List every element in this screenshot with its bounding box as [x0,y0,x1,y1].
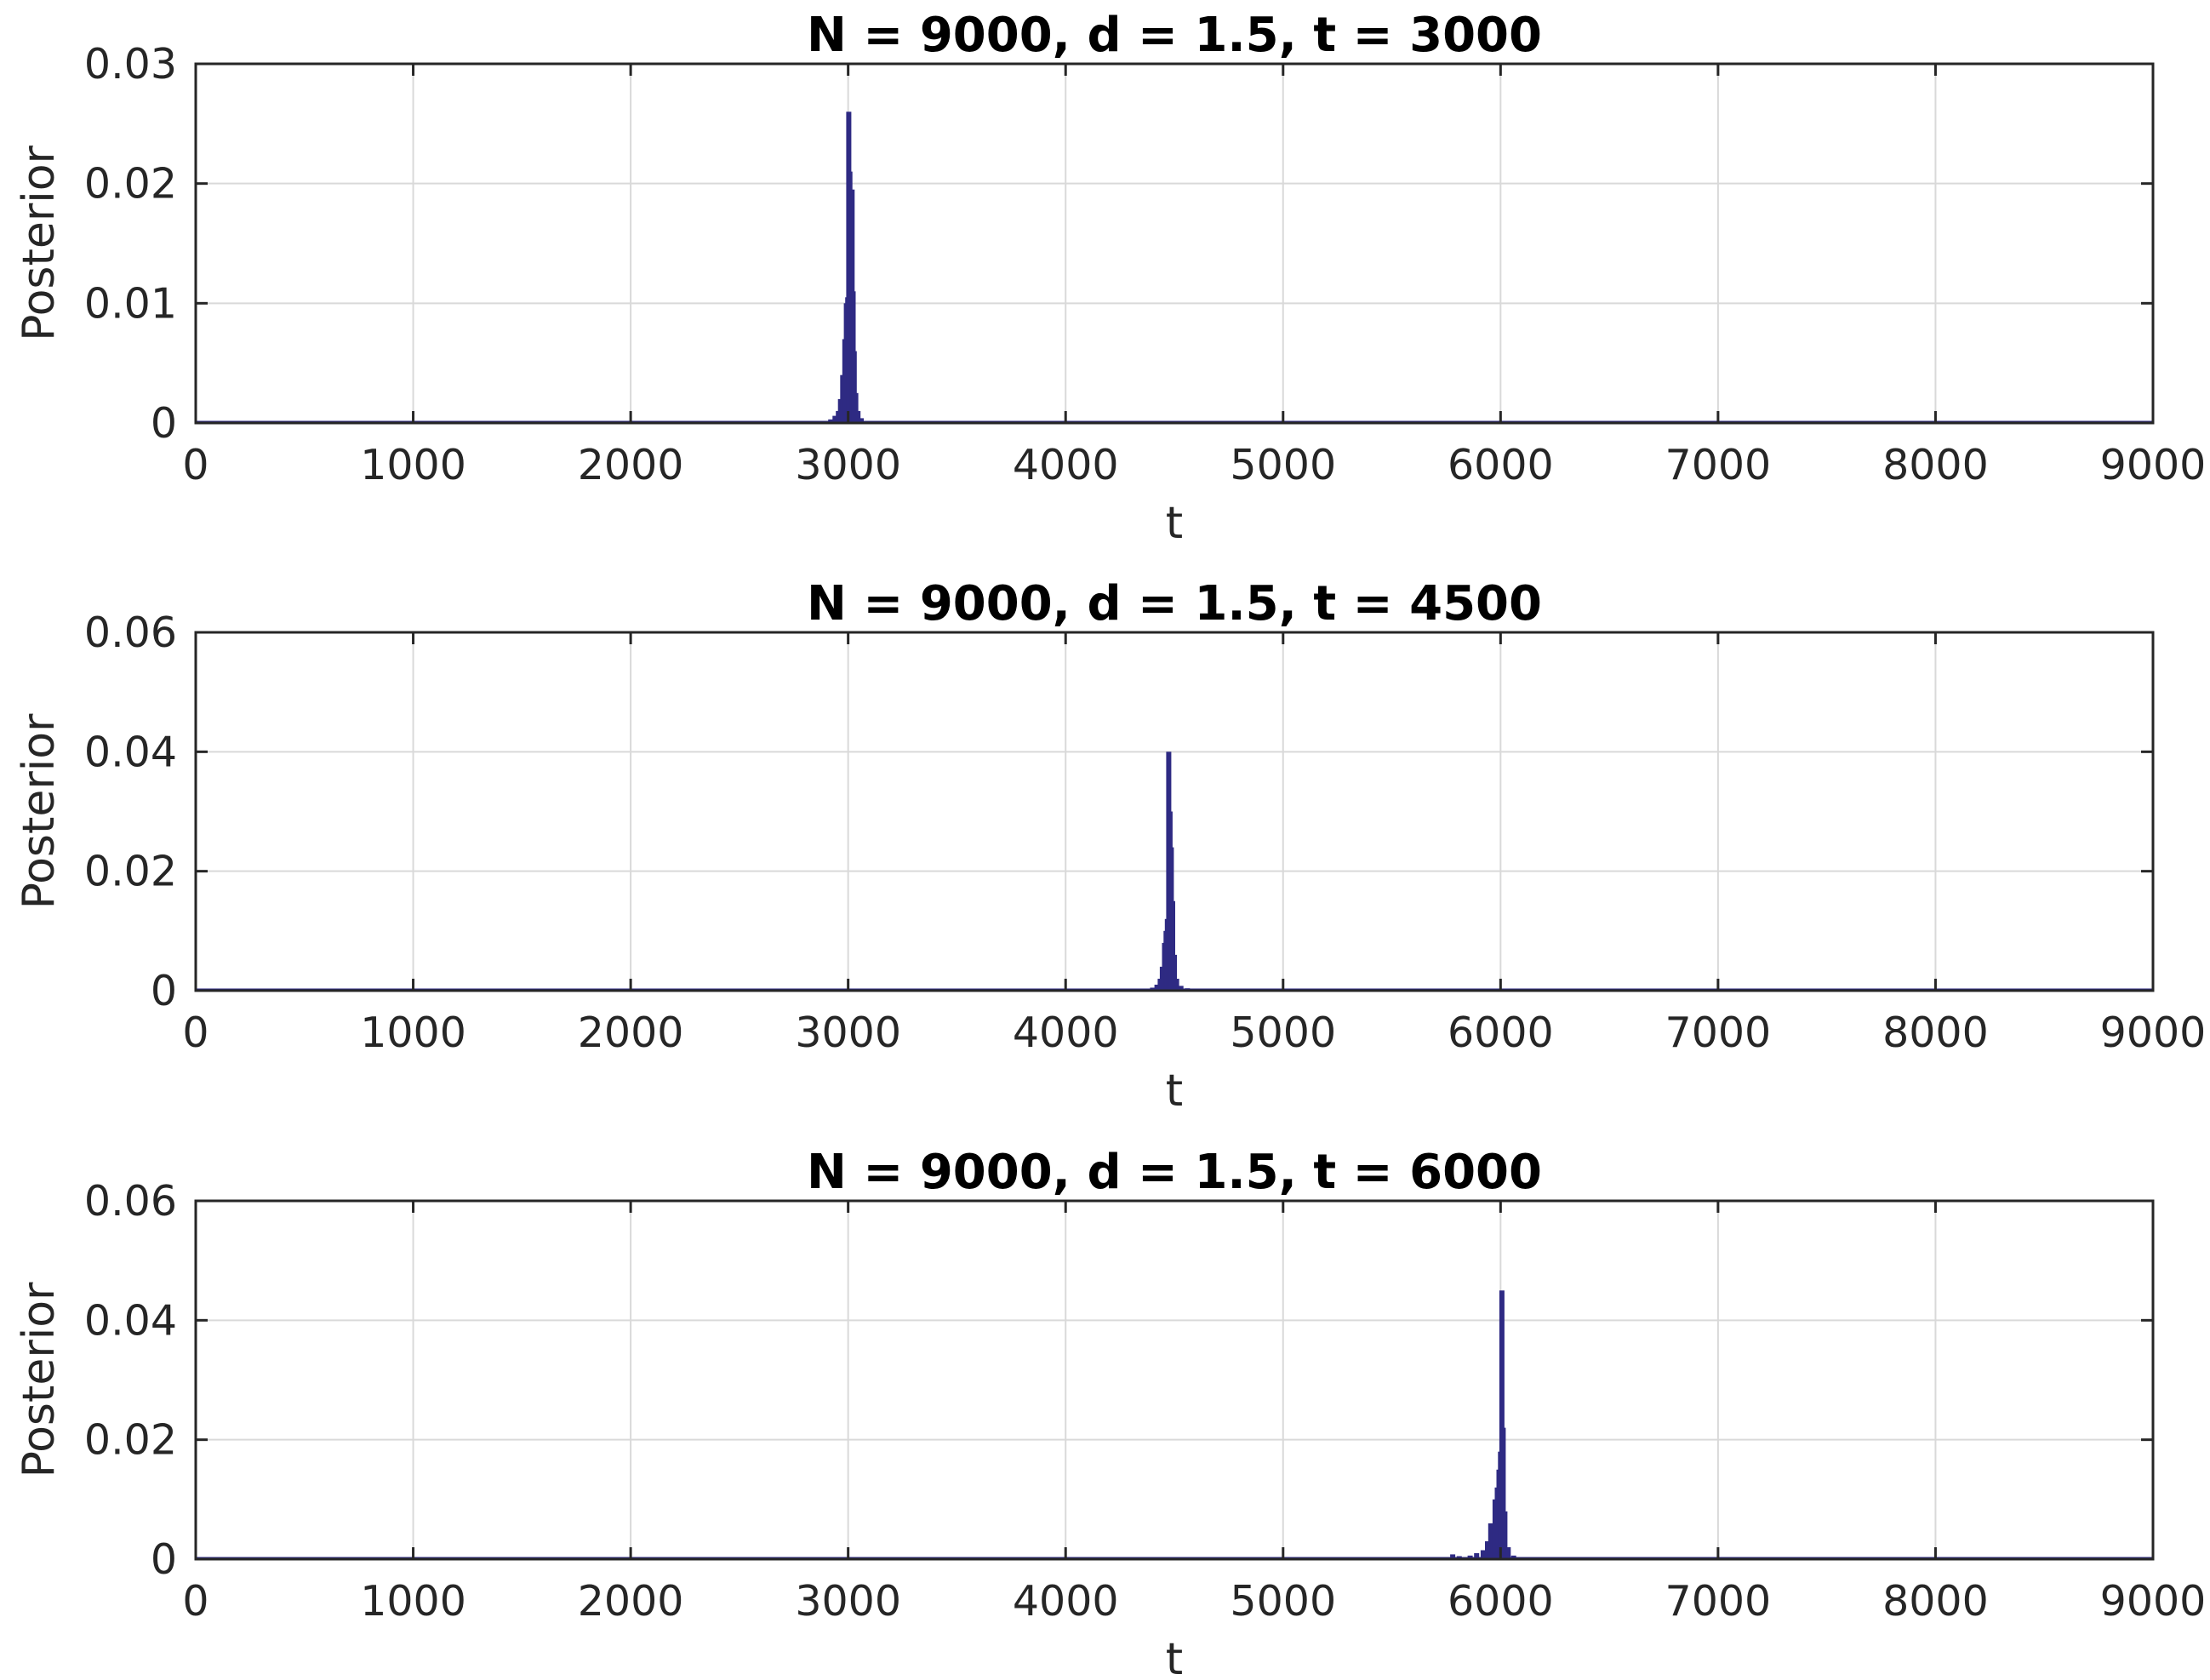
bar [853,392,859,423]
y-tick-label: 0.06 [84,609,177,657]
y-axis-label: Posterior [14,1282,65,1477]
x-tick-label: 6000 [1448,441,1554,489]
x-tick-label: 8000 [1882,1009,1989,1057]
bar [851,351,857,423]
x-tick-label: 8000 [1882,441,1989,489]
y-tick-label: 0 [151,399,177,448]
y-tick-label: 0.04 [84,728,177,776]
x-tick-label: 1000 [360,1577,466,1626]
subplot-1: 0 1000 2000 3000 4000 5000 6000 7000 8000 9000 0 0.… [14,8,2206,549]
bar [1500,1427,1506,1559]
x-tick-label: 2000 [578,441,684,489]
bar [1480,1550,1486,1559]
x-tick-label: 7000 [1665,1577,1772,1626]
x-axis-label: t [1166,1066,1183,1117]
y-tick-label: 0.01 [84,279,177,328]
x-tick-label: 7000 [1665,1009,1772,1057]
axes-frame [194,1199,2155,1561]
bar [855,410,861,423]
x-tick-label: 2000 [578,1009,684,1057]
x-tick-label: 9000 [2100,1009,2207,1057]
bar [1505,1547,1511,1559]
chart-title: N = 9000, d = 1.5, t = 3000 [807,8,1542,63]
x-tick-label: 9000 [2100,1577,2207,1626]
y-tick-label: 0.06 [84,1177,177,1226]
x-axis-label: t [1166,498,1183,549]
x-tick-label: 6000 [1448,1009,1554,1057]
x-tick-label: 9000 [2100,441,2207,489]
x-tick-label: 3000 [795,1009,901,1057]
y-axis-label: Posterior [14,145,65,340]
x-tick-label: 3000 [795,1577,901,1626]
y-tick-label: 0.02 [84,848,177,896]
y-tick-label: 0.03 [84,40,177,89]
y-tick-label: 0.02 [84,1416,177,1465]
bar [1170,900,1175,991]
x-tick-label: 7000 [1665,441,1772,489]
x-axis-label: t [1166,1634,1183,1680]
y-tick-label: 0.04 [84,1296,177,1345]
x-tick-label: 5000 [1230,1009,1336,1057]
chart-title: N = 9000, d = 1.5, t = 4500 [807,576,1542,631]
x-tick-label: 5000 [1230,441,1336,489]
x-tick-label: 2000 [578,1577,684,1626]
bar [1499,1290,1505,1560]
y-tick-label: 0 [151,967,177,1015]
bar [1172,954,1177,991]
bar [1485,1541,1490,1559]
subplot-3: 0 1000 2000 3000 4000 5000 6000 7000 8000 9000 0 0.… [14,1145,2206,1680]
bar [1178,986,1184,991]
bar [859,418,864,423]
x-tick-label: 4000 [1013,441,1119,489]
x-tick-label: 1000 [360,1009,466,1057]
bar [1502,1511,1508,1559]
bar [1474,1553,1480,1559]
x-tick-label: 6000 [1448,1577,1554,1626]
bar [1154,985,1160,991]
y-tick-label: 0.02 [84,160,177,209]
x-tick-label: 1000 [360,441,466,489]
axes-frame [194,62,2155,425]
x-tick-label: 4000 [1013,1009,1119,1057]
y-tick-label: 0 [151,1535,177,1584]
x-tick-label: 3000 [795,441,901,489]
x-tick-label: 4000 [1013,1577,1119,1626]
x-tick-label: 0 [182,1009,208,1057]
x-tick-label: 0 [182,441,208,489]
y-axis-label: Posterior [14,713,65,909]
bar [832,415,838,423]
chart-title: N = 9000, d = 1.5, t = 6000 [807,1145,1542,1200]
subplot-2: 0 1000 2000 3000 4000 5000 6000 7000 8000 9000 0 0.… [14,576,2206,1117]
axes-frame [194,631,2155,992]
bar [1174,979,1179,991]
x-tick-label: 0 [182,1577,208,1626]
bar [1450,1554,1456,1559]
x-tick-label: 5000 [1230,1577,1336,1626]
x-tick-label: 8000 [1882,1577,1989,1626]
